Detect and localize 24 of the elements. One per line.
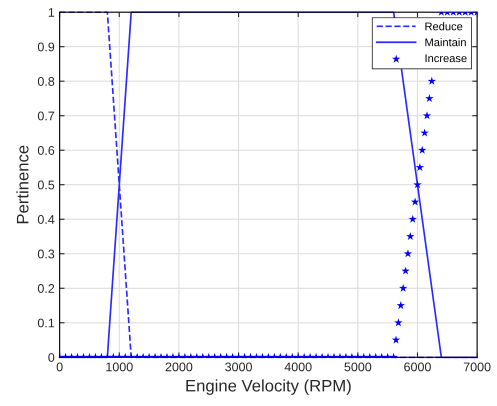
legend-label: Maintain [425, 38, 466, 46]
y-tick-label: 0.4 [38, 215, 54, 224]
x-tick-label: 7000 [464, 362, 491, 372]
x-tick-label: 3000 [225, 362, 252, 372]
x-axis-title: Engine Velocity (RPM) [186, 379, 351, 395]
x-tick-label: 4000 [284, 362, 312, 372]
x-tick-label: 1000 [106, 362, 133, 372]
y-axis-title: Pertinence [16, 146, 29, 224]
y-tick-label: 0.9 [38, 42, 54, 52]
legend-label: Increase [426, 54, 467, 62]
x-tick-label: 0 [56, 362, 63, 372]
x-tick-label: 2000 [166, 362, 192, 372]
x-tick-label: 5000 [344, 362, 372, 372]
y-tick-label: 1 [48, 8, 54, 17]
y-tick-label: 0.7 [38, 112, 54, 120]
x-tick-label: 6000 [404, 362, 431, 372]
y-tick-label: 0 [48, 353, 54, 362]
y-tick-label: 0.8 [38, 77, 54, 86]
legend-label: Reduce [425, 22, 462, 30]
y-tick-label: 0.6 [38, 146, 54, 155]
y-tick-label: 0.3 [38, 250, 54, 258]
y-tick-label: 0.2 [38, 284, 54, 293]
y-tick-label: 0.5 [38, 180, 54, 190]
y-tick-label: 0.1 [38, 318, 54, 328]
